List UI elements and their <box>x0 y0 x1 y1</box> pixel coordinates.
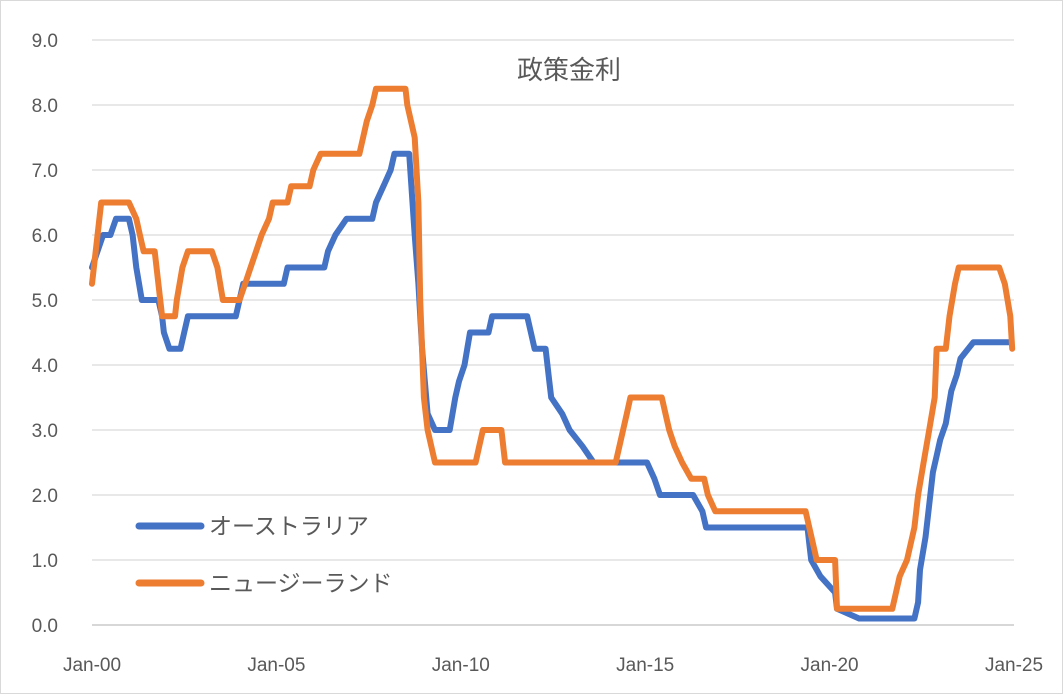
series-lines <box>89 85 1016 622</box>
x-tick-label: Jan-00 <box>63 655 121 676</box>
x-tick-label: Jan-15 <box>616 655 674 676</box>
y-tick-label: 7.0 <box>32 161 58 182</box>
y-tick-label: 4.0 <box>32 356 58 377</box>
chart-title: 政策金利 <box>517 56 621 86</box>
y-axis-ticks: 0.0 1.0 2.0 3.0 4.0 5.0 6.0 7.0 8.0 9.0 <box>32 31 58 637</box>
series-line-new-zealand <box>89 85 1016 612</box>
y-tick-label: 9.0 <box>32 31 58 52</box>
legend-label-new-zealand: ニュージーランド <box>209 571 393 597</box>
gridlines <box>92 39 1014 626</box>
series-line-australia <box>89 150 1014 622</box>
x-tick-label: Jan-20 <box>801 655 859 676</box>
y-tick-label: 0.0 <box>32 616 58 637</box>
x-axis-ticks: Jan-00 Jan-05 Jan-10 Jan-15 Jan-20 Jan-25 <box>63 655 1043 676</box>
y-tick-label: 8.0 <box>32 96 58 117</box>
x-tick-label: Jan-25 <box>985 655 1043 676</box>
y-tick-label: 6.0 <box>32 226 58 247</box>
x-tick-label: Jan-05 <box>247 655 305 676</box>
x-tick-label: Jan-10 <box>432 655 490 676</box>
y-tick-label: 5.0 <box>32 291 58 312</box>
legend-label-australia: オーストラリア <box>209 514 369 540</box>
y-tick-label: 3.0 <box>32 421 58 442</box>
y-tick-label: 2.0 <box>32 486 58 507</box>
legend: オーストラリア ニュージーランド <box>135 514 393 597</box>
y-tick-label: 1.0 <box>32 551 58 572</box>
